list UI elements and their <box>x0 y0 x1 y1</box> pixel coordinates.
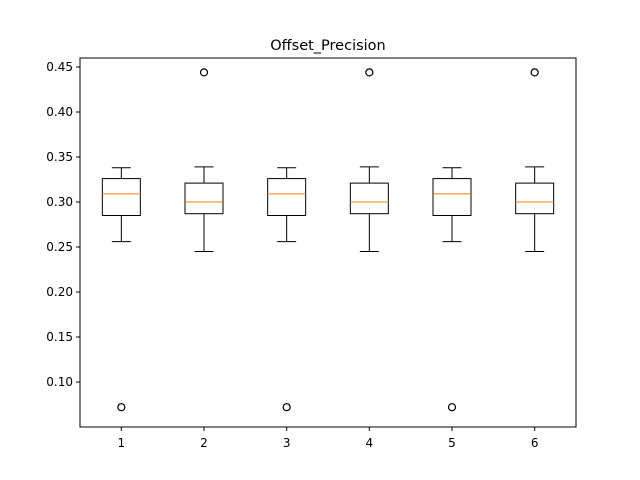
box <box>349 182 389 215</box>
box <box>432 178 472 217</box>
y-tick-label: 0.30 <box>46 195 73 209</box>
outlier-point <box>282 403 291 412</box>
axes-frame <box>79 57 577 428</box>
y-tick-label: 0.35 <box>46 150 73 164</box>
box <box>184 182 224 215</box>
plot-area: 0.10 0.15 0.20 0.25 0.30 0.35 0.40 0.45 1 2 3 4 5 6 <box>46 60 555 450</box>
x-tick-label: 3 <box>283 436 291 450</box>
outlier-point <box>447 403 457 412</box>
x-tick-label: 5 <box>448 436 456 450</box>
y-tick-label: 0.45 <box>46 60 73 74</box>
y-tick-label: 0.20 <box>46 285 73 299</box>
y-tick-label: 0.10 <box>46 375 73 389</box>
y-tick-label: 0.25 <box>46 240 73 254</box>
y-tick-label: 0.15 <box>46 330 73 344</box>
outlier-point <box>199 68 209 77</box>
box <box>101 178 141 217</box>
box <box>267 178 307 217</box>
box <box>515 182 555 215</box>
outlier-point <box>365 68 374 77</box>
x-tick-label: 1 <box>118 436 126 450</box>
chart-title: Offset_Precision <box>270 38 386 54</box>
outlier-point <box>117 403 126 412</box>
x-tick-label: 6 <box>531 436 539 450</box>
outlier-point <box>530 68 539 77</box>
y-tick-label: 0.40 <box>46 105 73 119</box>
x-tick-label: 4 <box>366 436 374 450</box>
x-tick-label: 2 <box>200 436 208 450</box>
